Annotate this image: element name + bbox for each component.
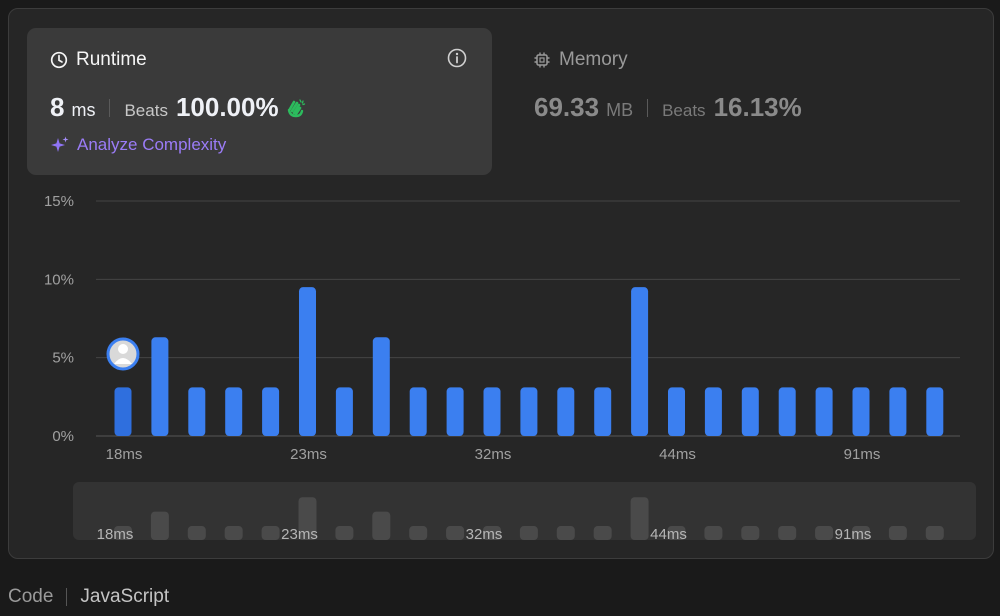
avatar-body [114,358,132,364]
chart-bar[interactable] [520,387,538,436]
memory-beats-label: Beats [662,101,706,120]
overview-bar [593,526,612,540]
chart-bar[interactable] [114,387,132,436]
chart-bar[interactable] [741,387,759,436]
overview-bar [224,526,243,540]
overview-tick-label: 91ms [835,526,872,543]
chart-bar[interactable] [262,387,280,436]
code-label: Code [8,586,54,607]
overview-bar [925,526,944,540]
overview-bar [630,497,649,540]
sparkle-icon [51,136,69,152]
analyze-complexity-label: Analyze Complexity [77,135,227,154]
runtime-title-label: Runtime [76,49,147,70]
x-tick-label: 32ms [475,446,512,463]
overview-bar [261,526,280,540]
runtime-beats-label: Beats [124,101,168,120]
clock-icon [50,51,68,69]
runtime-distribution-chart: 15% 10% 5% 0% 18ms 23ms 32ms 44ms 91ms 18ms 23ms 3… [44,193,976,543]
runtime-beats-value: 100.00% [175,92,279,122]
chart-bar[interactable] [299,287,316,436]
overview-bar [150,511,169,540]
chip-icon [534,52,550,68]
language-label[interactable]: JavaScript [80,586,170,607]
runtime-title: Runtime [50,49,147,71]
overview-bar [519,526,538,540]
divider [647,98,649,117]
chart-bar[interactable] [557,387,575,436]
y-tick-label: 0% [52,428,74,445]
overview-bar [114,526,132,540]
overview-bar [778,526,797,540]
overview-bar [409,526,428,540]
chart-bar[interactable] [372,337,390,436]
chart-bar[interactable] [852,387,870,436]
runtime-unit: ms [71,100,96,120]
chart-bar[interactable] [483,387,501,436]
memory-title-label: Memory [559,49,628,70]
overview-bar [372,511,391,540]
overview-bar [667,526,686,540]
memory-unit: MB [606,100,634,120]
runtime-value: 8 [50,92,65,122]
chart-bar[interactable] [778,387,796,436]
avatar-head [118,344,128,354]
runtime-card[interactable]: Runtime 8 ms Beats 100.00% Analyze Comp [27,28,492,175]
memory-stats: 69.33 MB Beats 16.13% [534,92,802,123]
divider [109,98,111,117]
overview-bar [852,526,870,540]
overview-bar [446,526,465,540]
code-footer: Code JavaScript [8,586,169,608]
runtime-stats: 8 ms Beats 100.00% [50,92,307,123]
chart-bar[interactable] [446,387,464,436]
overview-bar [741,526,760,540]
info-icon[interactable] [446,47,468,69]
overview-tick-label: 32ms [466,526,503,543]
chart-bar[interactable] [926,387,944,436]
overview-bar [815,526,834,540]
overview-bar [298,497,317,540]
submission-result-panel: Runtime 8 ms Beats 100.00% Analyze Comp [8,8,994,559]
overview-bar [704,526,723,540]
overview-tick-label: 18ms [97,526,134,543]
chart-bar[interactable] [889,387,907,436]
chart-bar[interactable] [631,287,649,436]
overview-bar [888,526,907,540]
chart-bar[interactable] [188,387,206,436]
x-tick-label: 18ms [106,446,143,463]
chart-bar[interactable] [225,387,243,436]
chart-bar[interactable] [668,387,685,436]
chart-bar[interactable] [409,387,427,436]
x-tick-label: 23ms [290,446,327,463]
overview-bar [483,526,501,540]
x-tick-label: 44ms [659,446,696,463]
overview-bar [187,526,206,540]
overview-bar [335,526,354,540]
memory-beats-value: 16.13% [713,92,802,122]
memory-value: 69.33 [534,92,600,122]
y-tick-label: 15% [44,193,74,210]
x-tick-label: 91ms [844,446,881,463]
chart-bar[interactable] [704,387,722,436]
chart-bar[interactable] [335,387,353,436]
divider [66,588,68,606]
analyze-complexity-button[interactable]: Analyze Complexity [50,135,226,155]
overview-tick-label: 23ms [281,526,318,543]
clap-icon [287,98,305,117]
y-tick-label: 10% [44,271,74,288]
overview-tick-label: 44ms [650,526,687,543]
memory-title: Memory [533,49,628,71]
chart-bar[interactable] [594,387,612,436]
chart-bar[interactable] [151,337,169,436]
y-tick-label: 5% [52,350,74,367]
chart-bar[interactable] [815,387,833,436]
overview-bar [556,526,575,540]
